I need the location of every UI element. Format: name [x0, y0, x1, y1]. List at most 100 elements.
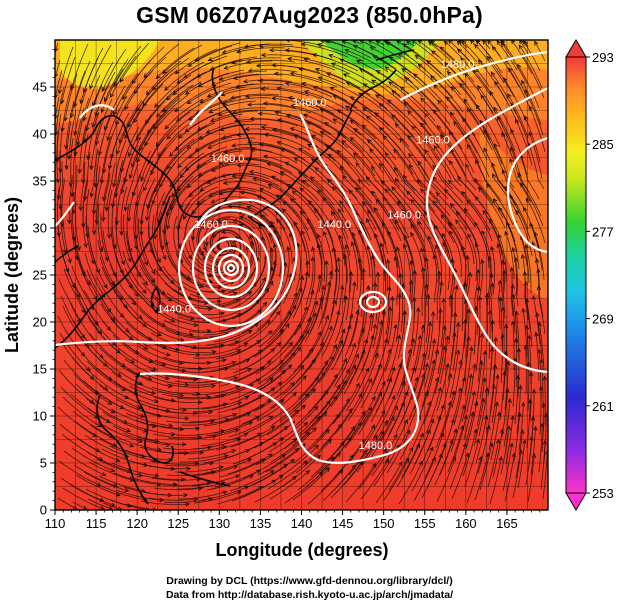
streamline [127, 422, 175, 435]
streamline [448, 230, 462, 278]
streamline [412, 308, 419, 357]
streamline [447, 71, 479, 110]
streamline [356, 431, 384, 473]
streamline [504, 186, 529, 230]
streamline [206, 291, 252, 309]
streamline-arrowhead [505, 387, 510, 393]
streamline [396, 349, 411, 397]
streamline [410, 391, 429, 438]
streamline [133, 83, 164, 123]
streamline-arrowhead [531, 388, 537, 394]
streamline-arrowhead [339, 58, 345, 63]
streamline [433, 200, 463, 241]
streamline [141, 463, 191, 470]
streamline-arrowhead [159, 497, 165, 503]
streamline [394, 167, 426, 206]
streamline-arrowhead [303, 421, 309, 427]
streamline-arrowhead [327, 178, 332, 184]
streamline-arrowhead [324, 314, 330, 320]
streamline [374, 233, 386, 281]
streamline-arrowhead [212, 233, 217, 239]
streamline-arrowhead [140, 453, 146, 459]
streamline [116, 176, 126, 225]
streamline-arrowhead [507, 93, 512, 99]
coastline-japan-honshu [249, 109, 353, 219]
streamline-arrowhead [407, 348, 413, 354]
streamline-arrowhead [206, 481, 212, 486]
streamline [187, 82, 232, 104]
coastline-japan-kyushu [247, 215, 275, 228]
streamline-arrowhead [218, 465, 224, 470]
streamline [481, 230, 492, 279]
streamline-arrowhead [336, 256, 341, 262]
streamline-arrowhead [321, 284, 326, 290]
streamline [282, 201, 311, 242]
streamline [152, 433, 202, 439]
x-tick-label: 140 [291, 516, 313, 531]
streamline [124, 449, 173, 461]
streamline [196, 187, 242, 205]
streamline-arrowhead [515, 118, 519, 124]
streamline [291, 313, 317, 356]
streamline [82, 198, 87, 248]
streamline-arrowhead [244, 94, 250, 99]
streamline-arrowhead [86, 366, 91, 372]
streamline [477, 333, 483, 383]
x-tick-label: 160 [455, 516, 477, 531]
streamline-arrowhead [131, 191, 137, 197]
streamline [504, 58, 530, 102]
streamline [92, 81, 111, 128]
streamline-arrowhead [371, 79, 377, 84]
streamline-arrowhead [91, 230, 97, 236]
streamline [456, 211, 480, 255]
streamline [269, 470, 310, 500]
streamline-arrowhead [477, 186, 483, 192]
streamline-arrowhead [195, 352, 201, 358]
streamline-arrowhead [366, 284, 371, 290]
streamline [58, 460, 101, 487]
streamline-arrowhead [521, 307, 526, 313]
streamline [165, 238, 191, 280]
streamline [127, 331, 171, 356]
streamline [93, 185, 98, 235]
coastline-china-south [55, 239, 151, 349]
streamline-arrowhead [145, 90, 151, 96]
streamline [62, 215, 71, 263]
streamline-arrowhead [349, 119, 355, 125]
streamline [351, 242, 358, 291]
streamline [178, 112, 221, 139]
streamline-arrowhead [283, 463, 288, 469]
streamline-arrowhead [381, 221, 386, 227]
x-tick-label: 145 [332, 516, 354, 531]
streamline-arrowhead [419, 432, 424, 438]
streamline [424, 149, 454, 190]
streamline [512, 294, 518, 344]
streamline [383, 363, 402, 410]
streamline-arrowhead [402, 243, 408, 249]
streamline-arrowhead [107, 400, 113, 405]
streamline [518, 45, 543, 89]
streamline-arrowhead [216, 299, 222, 304]
streamline [162, 265, 201, 295]
streamline-arrowhead [451, 390, 456, 396]
streamline-arrowhead [196, 126, 202, 131]
streamline [231, 288, 269, 320]
streamline [132, 150, 152, 196]
streamline [257, 195, 294, 228]
streamline-arrowhead [473, 305, 479, 311]
streamline-arrowhead [461, 40, 467, 45]
streamline-arrowhead [517, 63, 522, 69]
streamline [334, 393, 363, 435]
streamline [290, 72, 338, 88]
streamline [62, 396, 102, 428]
streamline-arrowhead [115, 492, 121, 497]
streamline [58, 278, 81, 323]
streamline-arrowhead [403, 174, 408, 180]
streamline [245, 95, 295, 100]
streamline [215, 432, 262, 451]
streamline [344, 407, 372, 449]
streamline-arrowhead [193, 322, 199, 328]
streamline-arrowhead [394, 405, 399, 411]
streamline-arrowhead [139, 413, 145, 418]
streamline-arrowhead [281, 369, 286, 375]
